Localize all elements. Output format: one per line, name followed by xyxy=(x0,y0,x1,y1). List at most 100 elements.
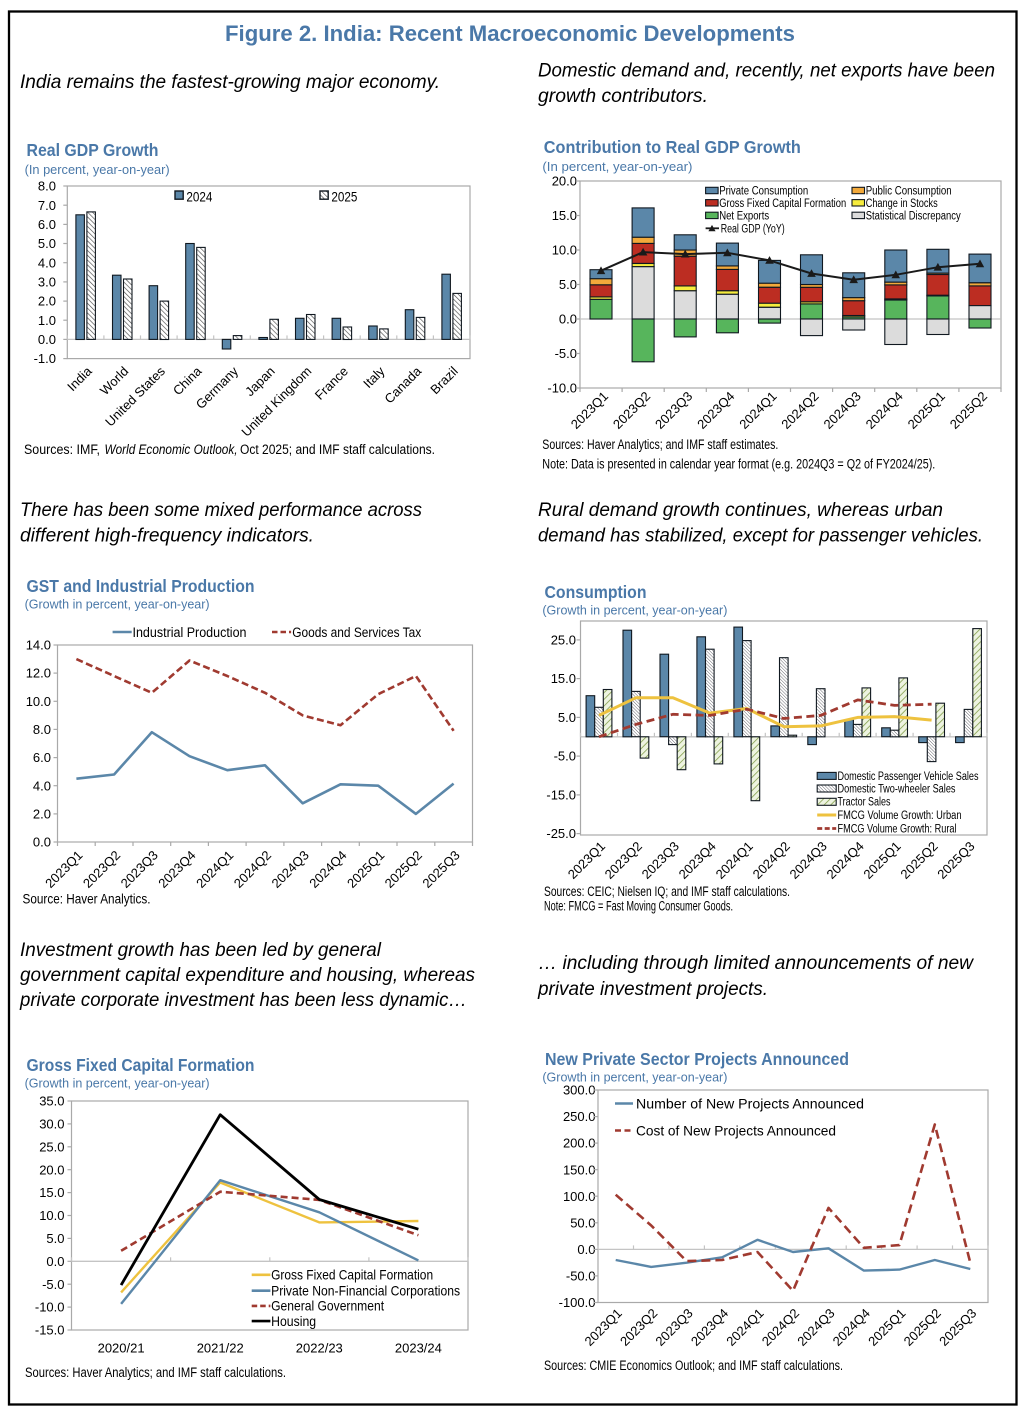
svg-text:private investment projects.: private investment projects. xyxy=(537,978,768,1000)
svg-text:2024Q2: 2024Q2 xyxy=(750,839,793,882)
svg-text:2024Q1: 2024Q1 xyxy=(736,389,779,432)
svg-text:2023Q1: 2023Q1 xyxy=(582,1306,625,1349)
svg-text:2024Q1: 2024Q1 xyxy=(193,848,236,891)
svg-text:5.0: 5.0 xyxy=(558,710,576,725)
svg-text:2024Q4: 2024Q4 xyxy=(830,1306,873,1349)
svg-text:FMCG Volume Growth: Rural: FMCG Volume Growth: Rural xyxy=(838,823,957,835)
svg-text:300.0: 300.0 xyxy=(563,1083,596,1098)
svg-text:-15.0: -15.0 xyxy=(35,1323,65,1338)
svg-text:Sources: CEIC; Nielsen IQ; and: Sources: CEIC; Nielsen IQ; and IMF staff… xyxy=(544,884,790,899)
svg-text:FMCG Volume Growth: Urban: FMCG Volume Growth: Urban xyxy=(838,810,962,822)
svg-text:Sources: Haver Analytics; and: Sources: Haver Analytics; and IMF staff … xyxy=(542,437,778,452)
svg-text:15.0: 15.0 xyxy=(39,1185,64,1200)
svg-text:Domestic demand and, recently,: Domestic demand and, recently, net expor… xyxy=(538,60,995,82)
svg-text:7.0: 7.0 xyxy=(38,198,56,213)
svg-text:2024Q3: 2024Q3 xyxy=(794,1306,837,1349)
svg-text:5.0: 5.0 xyxy=(38,236,56,251)
svg-text:-1.0: -1.0 xyxy=(34,351,56,366)
svg-text:GST and Industrial Production: GST and Industrial Production xyxy=(27,576,255,596)
svg-text:-15.0: -15.0 xyxy=(546,788,576,803)
svg-text:2023Q3: 2023Q3 xyxy=(652,1306,695,1349)
svg-text:Brazil: Brazil xyxy=(427,363,461,397)
svg-text:4.0: 4.0 xyxy=(33,778,51,793)
svg-text:2025Q2: 2025Q2 xyxy=(382,848,425,891)
svg-text:-5.0: -5.0 xyxy=(554,749,576,764)
svg-text:government capital expenditure: government capital expenditure and housi… xyxy=(20,964,475,986)
svg-text:0.0: 0.0 xyxy=(46,1254,64,1269)
svg-text:150.0: 150.0 xyxy=(563,1162,596,1177)
svg-text:2023Q4: 2023Q4 xyxy=(694,389,737,432)
svg-text:6.0: 6.0 xyxy=(33,750,51,765)
svg-text:0.0: 0.0 xyxy=(577,1242,595,1257)
svg-text:14.0: 14.0 xyxy=(26,638,51,653)
svg-text:2024Q3: 2024Q3 xyxy=(821,389,864,432)
svg-text:10.0: 10.0 xyxy=(39,1208,64,1223)
svg-text:(In percent, year-on-year): (In percent, year-on-year) xyxy=(25,162,170,177)
svg-text:(Growth in percent, year-on-ye: (Growth in percent, year-on-year) xyxy=(542,603,727,618)
svg-text:-25.0: -25.0 xyxy=(546,826,576,841)
svg-text:growth contributors.: growth contributors. xyxy=(538,85,708,107)
svg-text:Statistical Discrepancy: Statistical Discrepancy xyxy=(866,210,961,222)
svg-text:2025Q2: 2025Q2 xyxy=(897,839,940,882)
svg-text:Real GDP (YoY): Real GDP (YoY) xyxy=(721,223,785,235)
svg-text:2024Q1: 2024Q1 xyxy=(713,839,756,882)
svg-text:5.0: 5.0 xyxy=(46,1231,64,1246)
svg-text:2025: 2025 xyxy=(331,190,357,205)
svg-text:2024Q2: 2024Q2 xyxy=(759,1306,802,1349)
svg-text:different high-frequency indic: different high-frequency indicators. xyxy=(20,525,314,547)
svg-text:0.0: 0.0 xyxy=(33,835,51,850)
svg-text:-5.0: -5.0 xyxy=(42,1277,64,1292)
svg-text:2024Q3: 2024Q3 xyxy=(787,839,830,882)
svg-text:Sources: IMF,: Sources: IMF, xyxy=(24,442,100,457)
svg-text:6.0: 6.0 xyxy=(38,217,56,232)
svg-text:20.0: 20.0 xyxy=(552,174,577,189)
svg-text:2025Q1: 2025Q1 xyxy=(905,389,948,432)
svg-text:2025Q3: 2025Q3 xyxy=(419,848,462,891)
svg-text:100.0: 100.0 xyxy=(563,1189,596,1204)
svg-text:250.0: 250.0 xyxy=(563,1109,596,1124)
svg-text:Goods and Services Tax: Goods and Services Tax xyxy=(292,625,421,640)
svg-text:2024: 2024 xyxy=(186,190,212,205)
svg-text:2023/24: 2023/24 xyxy=(395,1341,442,1356)
svg-text:Domestic Passenger Vehicle Sal: Domestic Passenger Vehicle Sales xyxy=(838,771,979,783)
svg-text:2023Q2: 2023Q2 xyxy=(610,389,653,432)
svg-text:2023Q3: 2023Q3 xyxy=(118,848,161,891)
svg-text:2025Q2: 2025Q2 xyxy=(947,389,990,432)
svg-text:2023Q4: 2023Q4 xyxy=(155,848,198,891)
svg-text:Domestic Two-wheeler Sales: Domestic Two-wheeler Sales xyxy=(838,783,956,795)
svg-text:Change in Stocks: Change in Stocks xyxy=(866,198,938,210)
svg-text:2024Q3: 2024Q3 xyxy=(269,848,312,891)
svg-text:Real GDP Growth: Real GDP Growth xyxy=(27,140,159,160)
svg-text:Consumption: Consumption xyxy=(545,582,647,602)
svg-text:2021/22: 2021/22 xyxy=(197,1341,244,1356)
svg-text:Tractor Sales: Tractor Sales xyxy=(838,797,891,809)
svg-text:2025Q1: 2025Q1 xyxy=(860,839,903,882)
svg-text:… including through limited an: … including through limited announcement… xyxy=(538,952,975,974)
svg-text:Sources: CMIE Economics Outloo: Sources: CMIE Economics Outlook; and IMF… xyxy=(544,1358,843,1373)
svg-text:Industrial Production: Industrial Production xyxy=(133,625,247,640)
svg-text:2024Q2: 2024Q2 xyxy=(778,389,821,432)
svg-text:12.0: 12.0 xyxy=(26,666,51,681)
svg-text:(Growth in percent, year-on-ye: (Growth in percent, year-on-year) xyxy=(25,1076,210,1091)
svg-text:20.0: 20.0 xyxy=(39,1162,64,1177)
svg-text:World Economic Outlook,: World Economic Outlook, xyxy=(105,442,238,457)
svg-text:2025Q1: 2025Q1 xyxy=(344,848,387,891)
svg-text:2023Q4: 2023Q4 xyxy=(688,1306,731,1349)
svg-text:Investment growth has been led: Investment growth has been led by genera… xyxy=(20,939,382,961)
svg-text:2.0: 2.0 xyxy=(33,807,51,822)
svg-text:25.0: 25.0 xyxy=(551,633,576,648)
svg-text:Gross Fixed Capital Formation: Gross Fixed Capital Formation xyxy=(719,198,846,210)
svg-text:2023Q3: 2023Q3 xyxy=(639,839,682,882)
svg-text:Housing: Housing xyxy=(271,1314,316,1329)
svg-text:There has been some mixed perf: There has been some mixed performance ac… xyxy=(20,499,422,521)
svg-text:Public Consumption: Public Consumption xyxy=(866,186,952,198)
svg-text:8.0: 8.0 xyxy=(38,179,56,194)
svg-text:2024Q4: 2024Q4 xyxy=(824,839,867,882)
svg-text:Contribution to Real GDP Growt: Contribution to Real GDP Growth xyxy=(544,137,801,157)
svg-text:Canada: Canada xyxy=(381,363,424,406)
svg-text:Source: Haver Analytics.: Source: Haver Analytics. xyxy=(23,892,151,907)
svg-text:-10.0: -10.0 xyxy=(35,1300,65,1315)
svg-text:2025Q1: 2025Q1 xyxy=(865,1306,908,1349)
svg-text:10.0: 10.0 xyxy=(552,243,577,258)
svg-text:-100.0: -100.0 xyxy=(559,1295,596,1310)
